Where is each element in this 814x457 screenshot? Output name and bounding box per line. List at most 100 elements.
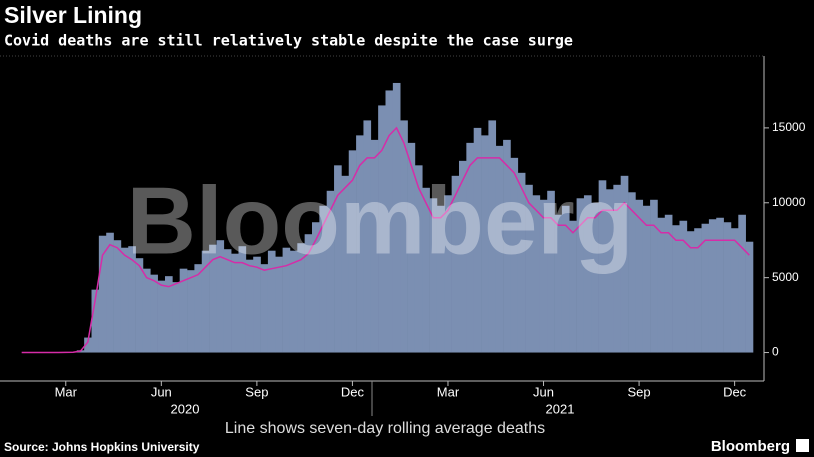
bar xyxy=(539,199,548,353)
bar xyxy=(201,250,210,353)
bar xyxy=(716,217,724,353)
bar xyxy=(385,90,394,353)
bar xyxy=(172,282,180,353)
year-label: 2021 xyxy=(546,401,575,416)
bar xyxy=(356,135,364,353)
bar xyxy=(275,256,283,353)
bar xyxy=(194,264,203,353)
bar xyxy=(312,222,320,353)
bar xyxy=(650,199,658,353)
bar xyxy=(451,175,460,353)
bar xyxy=(326,190,335,353)
bar xyxy=(708,219,717,353)
bar xyxy=(606,189,614,353)
bar xyxy=(282,247,291,353)
bar xyxy=(238,246,247,353)
average-line xyxy=(21,126,750,354)
bar xyxy=(429,198,438,353)
bar xyxy=(157,280,166,353)
bar xyxy=(142,268,151,353)
bar xyxy=(113,240,122,353)
x-tick-label: Jun xyxy=(151,384,172,399)
bar xyxy=(422,187,430,353)
bar xyxy=(598,180,607,353)
bar xyxy=(459,160,467,353)
bar xyxy=(620,175,629,353)
bar xyxy=(525,184,533,353)
bar xyxy=(231,253,239,353)
y-tick-label: 15000 xyxy=(772,120,806,134)
plot xyxy=(21,82,754,354)
bar xyxy=(179,268,188,353)
bar xyxy=(187,270,195,353)
bar xyxy=(554,214,563,353)
bar xyxy=(267,250,276,353)
bar xyxy=(370,139,379,353)
bar xyxy=(135,258,144,353)
bar xyxy=(150,274,158,353)
bar xyxy=(253,256,261,353)
bar xyxy=(84,337,92,353)
bar xyxy=(334,165,342,353)
x-tick-label: Jun xyxy=(533,384,554,399)
bar xyxy=(216,240,225,353)
bar xyxy=(98,235,107,353)
bar xyxy=(561,205,570,353)
x-tick-label: Sep xyxy=(628,384,651,399)
bar xyxy=(613,184,621,353)
bar xyxy=(686,231,695,353)
bar xyxy=(297,243,305,353)
chart-title: Silver Lining xyxy=(4,2,142,28)
source: Source: Johns Hopkins University xyxy=(4,440,200,454)
bar xyxy=(657,217,666,353)
y-tick-label: 10000 xyxy=(772,195,806,209)
bar xyxy=(165,276,173,353)
year-label: 2020 xyxy=(171,401,200,416)
bar xyxy=(642,205,651,353)
bar xyxy=(738,214,746,353)
brand-icon xyxy=(796,439,809,452)
y-tick-label: 5000 xyxy=(772,270,799,284)
bar xyxy=(407,142,416,353)
bar xyxy=(723,222,732,353)
bar xyxy=(444,195,452,353)
bar xyxy=(628,192,636,353)
x-tick-label: Dec xyxy=(341,384,365,399)
bar xyxy=(745,241,754,353)
bar xyxy=(532,195,541,353)
bar xyxy=(319,205,327,353)
bar xyxy=(304,234,313,353)
note: Line shows seven-day rolling average dea… xyxy=(225,420,545,437)
bar xyxy=(260,264,269,353)
bar xyxy=(569,220,577,353)
bar xyxy=(400,120,408,353)
bar xyxy=(120,247,129,353)
bar xyxy=(91,289,100,353)
bar xyxy=(481,135,489,353)
bar xyxy=(672,225,680,353)
bar xyxy=(341,175,350,353)
bar xyxy=(392,82,401,353)
bar xyxy=(414,165,423,353)
watermark: Bloomberg xyxy=(127,167,634,274)
bar xyxy=(245,259,254,353)
bar xyxy=(488,120,497,353)
bar xyxy=(679,220,688,353)
y-tick-label: 0 xyxy=(772,345,779,359)
bar xyxy=(730,228,739,353)
bar xyxy=(289,250,298,353)
bar xyxy=(694,228,702,353)
bar xyxy=(363,120,372,353)
bar xyxy=(378,105,386,353)
x-tick-label: Sep xyxy=(245,384,268,399)
bar xyxy=(436,205,445,353)
bar xyxy=(664,214,673,353)
bar xyxy=(503,139,511,353)
bar xyxy=(209,244,217,353)
bar xyxy=(576,198,585,353)
bar xyxy=(591,202,599,353)
x-tick-label: Mar xyxy=(437,384,460,399)
bar xyxy=(466,142,474,353)
x-tick-label: Mar xyxy=(55,384,78,399)
